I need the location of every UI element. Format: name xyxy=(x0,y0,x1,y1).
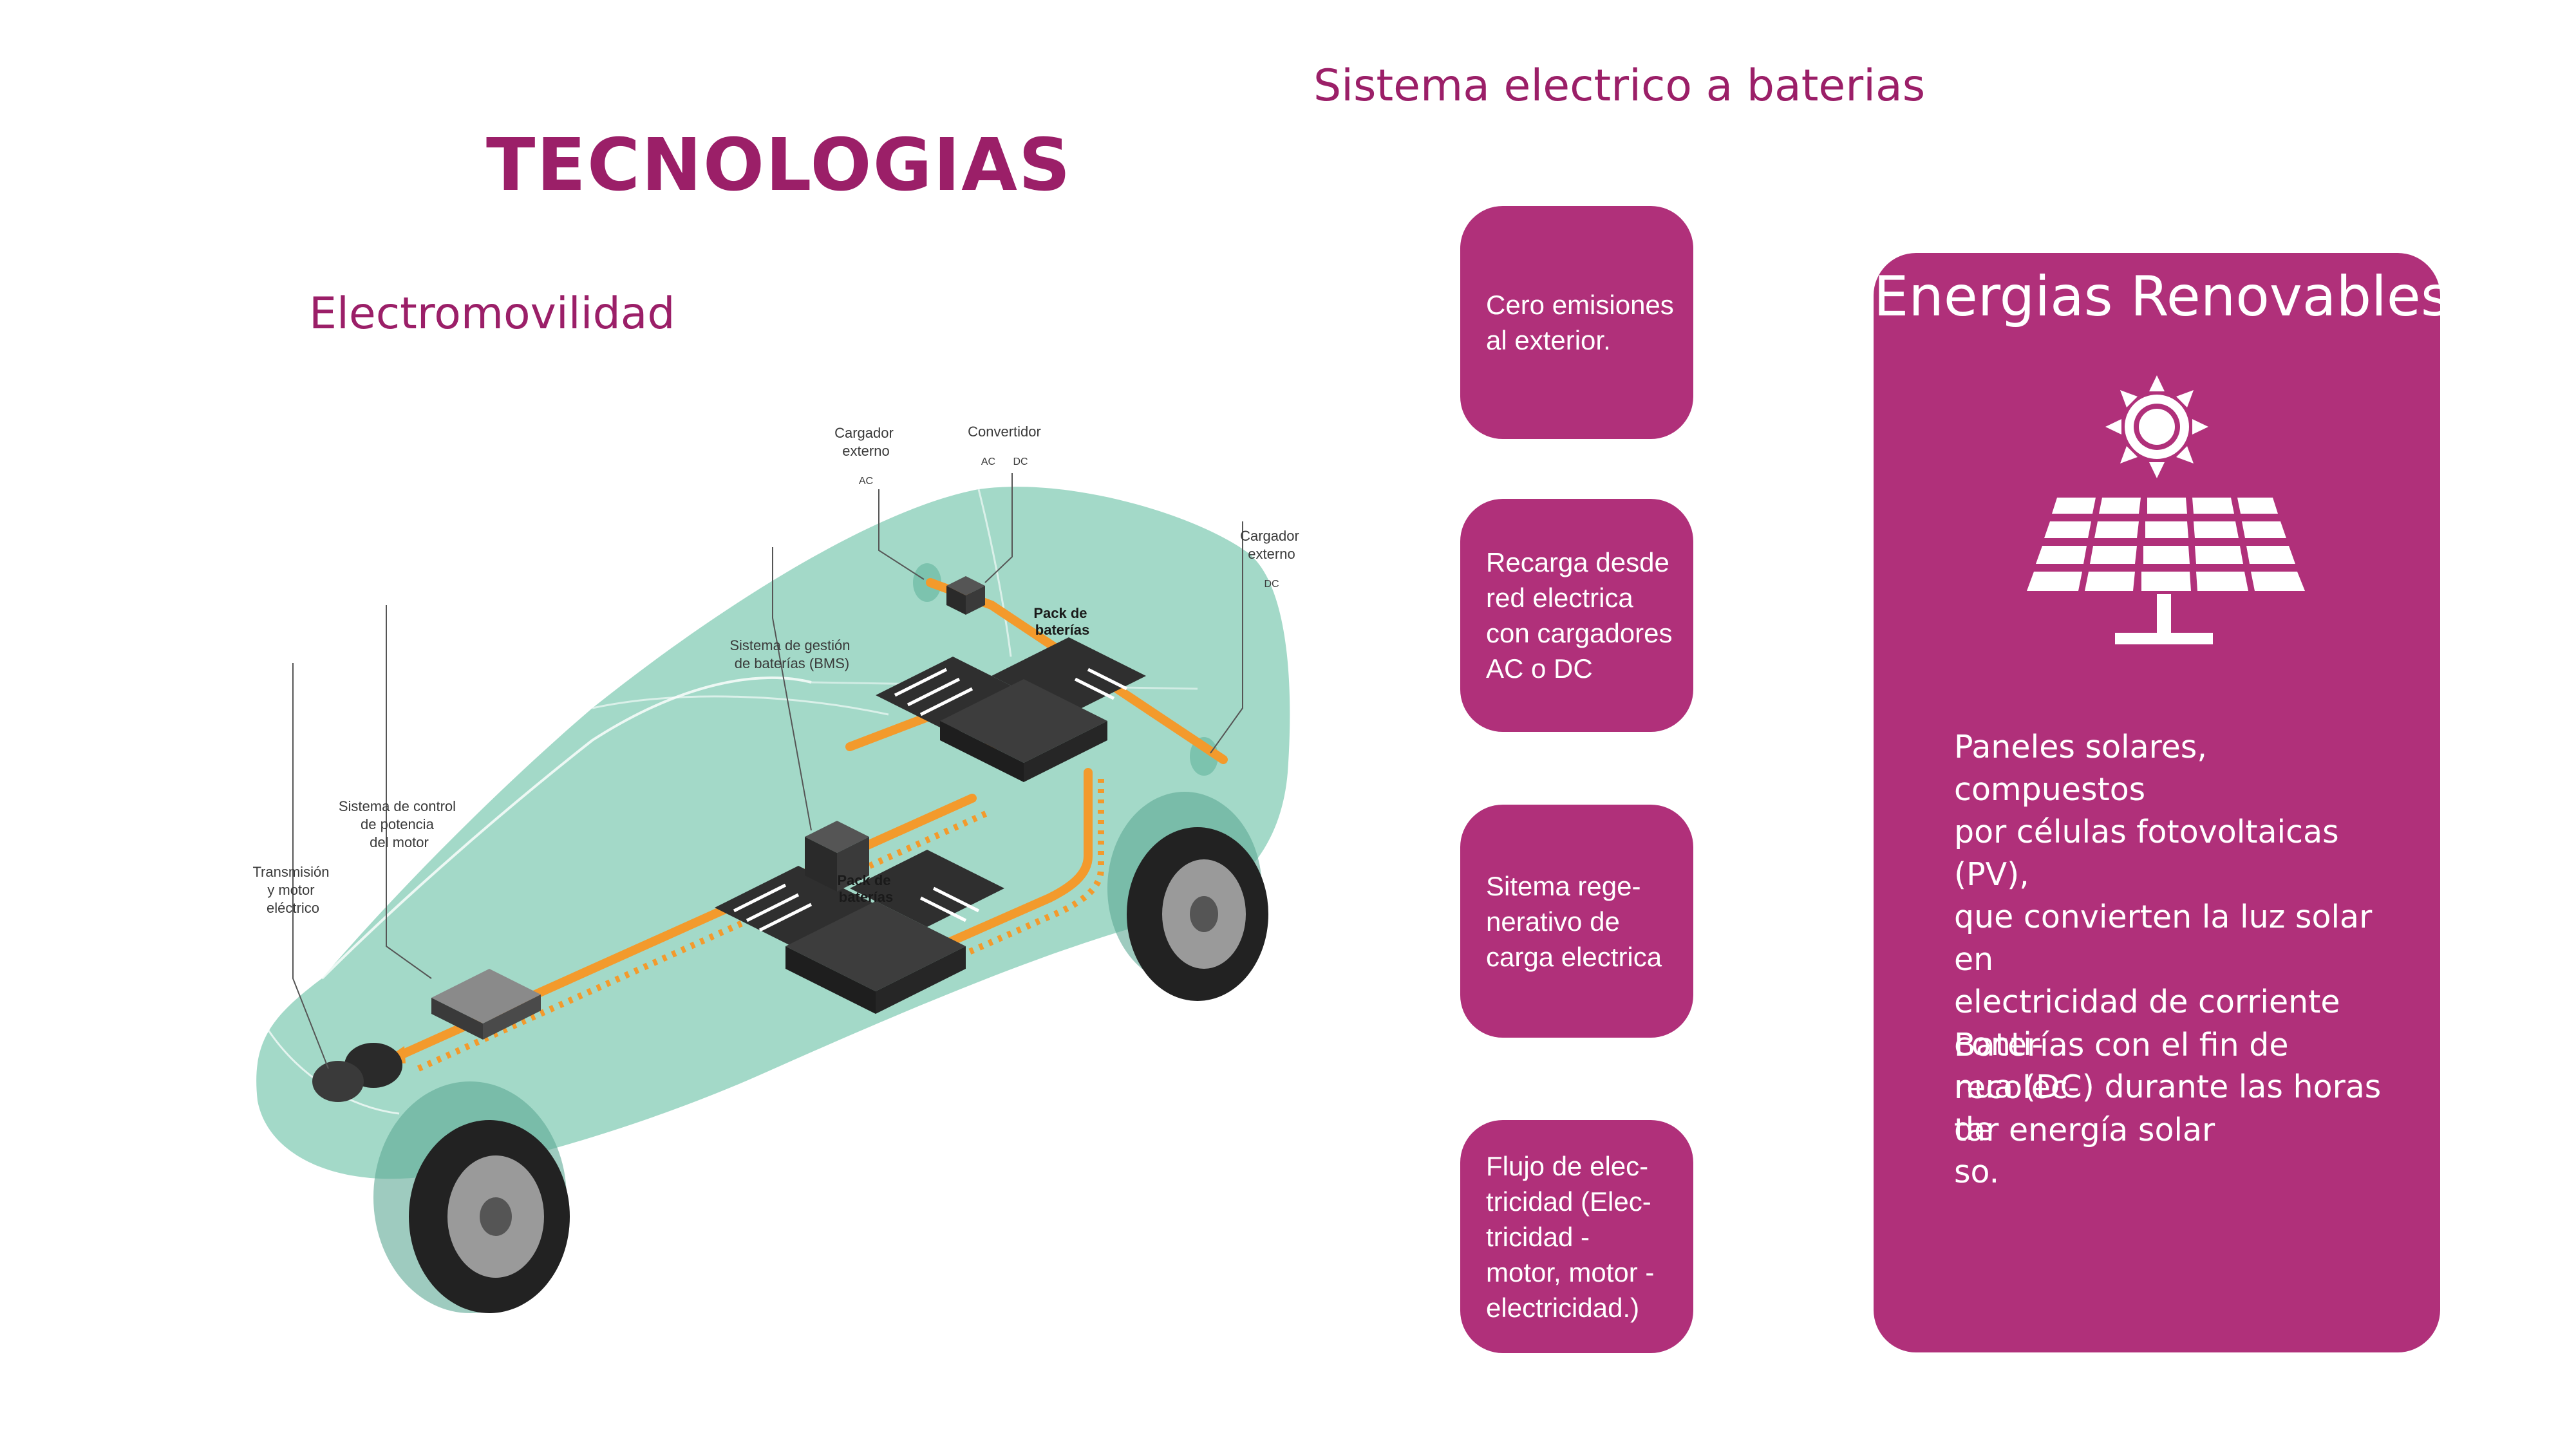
solar-panel-icon xyxy=(2027,498,2305,644)
converter-unit xyxy=(946,576,985,615)
motor-controller xyxy=(431,969,541,1040)
section-title-electromovilidad: Electromovilidad xyxy=(309,288,675,339)
bms-unit xyxy=(805,821,869,892)
label-cargador-externo-ac: Cargador externo xyxy=(834,425,898,459)
label-dc: DC xyxy=(1264,579,1279,590)
label-pack-bottom: Pack de baterías xyxy=(837,872,894,905)
label-transmision-l3: eléctrico xyxy=(267,900,319,916)
label-convertidor: Convertidor xyxy=(968,424,1041,440)
label-cargador-externo-dc-l1: Cargador xyxy=(1240,528,1299,544)
card-flujo: Flujo de elec- tricidad (Elec- tricidad … xyxy=(1460,1120,1693,1353)
renewable-energy-panel: Energias Renovables xyxy=(1874,253,2450,1352)
label-ac: AC xyxy=(859,476,873,487)
label-pack-top-l1: Pack de xyxy=(1033,605,1087,621)
label-pack-bottom-l1: Pack de xyxy=(837,872,890,888)
label-conv-dc: DC xyxy=(1013,456,1028,467)
label-cargador-externo-dc-l2: externo xyxy=(1248,546,1295,562)
ev-diagram: Cargador externo AC Convertidor AC DC Ca… xyxy=(232,412,1339,1345)
label-bms-l1: Sistema de gestión xyxy=(729,637,850,653)
label-bms-l2: de baterías (BMS) xyxy=(735,655,850,671)
battery-pack-top xyxy=(876,637,1146,782)
label-transmision-l2: y motor xyxy=(267,882,314,898)
panel-paragraph-1: Paneles solares, compuestos por células … xyxy=(1954,729,2382,1190)
label-control-l2: de potencia xyxy=(361,816,435,832)
label-cargador-externo-ac-l2: externo xyxy=(842,443,889,459)
label-pack-top: Pack de baterías xyxy=(1033,605,1091,638)
card-cero-emisiones: Cero emisiones al exterior. xyxy=(1460,206,1693,439)
label-bms: Sistema de gestión de baterías (BMS) xyxy=(729,637,854,671)
sun-icon xyxy=(2105,375,2208,478)
panel-paragraph-2: Baterías con el fin de recolec- tar ener… xyxy=(1954,1027,2289,1148)
card-recarga: Recarga desde red electrica con cargador… xyxy=(1460,499,1693,732)
label-conv-ac: AC xyxy=(981,456,995,467)
label-cargador-externo-ac-l1: Cargador xyxy=(834,425,894,441)
card-regenerativo: Sitema rege- nerativo de carga electrica xyxy=(1460,805,1693,1038)
panel-title: Energias Renovables xyxy=(1874,265,2450,329)
label-control-l1: Sistema de control xyxy=(339,798,456,814)
label-control-l3: del motor xyxy=(370,834,429,850)
electric-motor xyxy=(312,1043,402,1102)
label-transmision-l1: Transmisión xyxy=(252,864,329,880)
label-pack-bottom-l2: baterías xyxy=(839,889,893,905)
front-wheel xyxy=(373,1081,570,1313)
label-control: Sistema de control de potencia del motor xyxy=(339,798,460,850)
rear-wheel xyxy=(1107,792,1268,1001)
label-transmision: Transmisión y motor eléctrico xyxy=(252,864,333,916)
label-cargador-externo-dc: Cargador externo xyxy=(1240,528,1303,562)
section-title-sistema-electrico: Sistema electrico a baterias xyxy=(1313,61,1926,111)
page-title: TECNOLOGIAS xyxy=(486,124,1072,207)
label-pack-top-l2: baterías xyxy=(1035,622,1089,638)
